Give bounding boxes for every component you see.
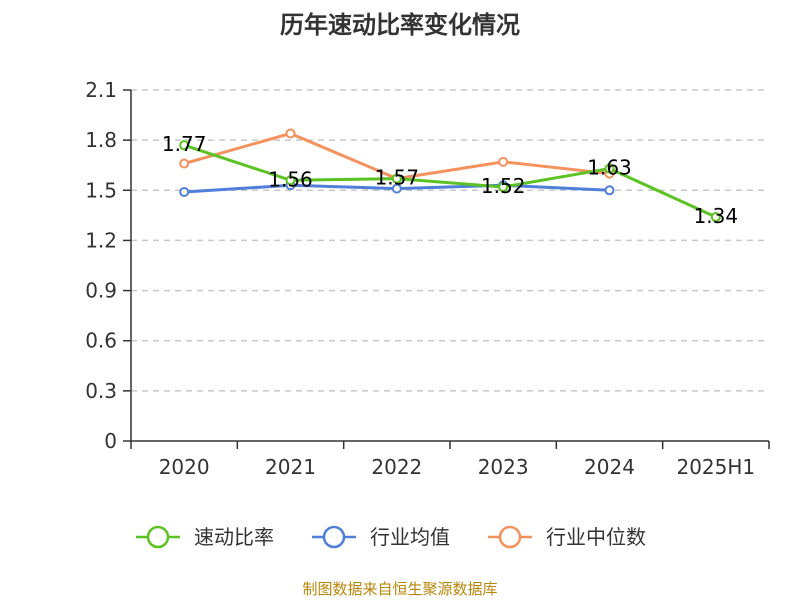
data-label: 1.57 xyxy=(375,166,420,190)
series-lines xyxy=(179,128,721,223)
data-label: 1.63 xyxy=(587,156,632,180)
y-tick-label: 1.2 xyxy=(85,228,117,252)
chart-title: 历年速动比率变化情况 xyxy=(280,11,520,39)
series-point-0 xyxy=(179,140,190,151)
data-labels: 1.77 1.56 1.57 1.52 1.63 1.34 xyxy=(162,132,738,228)
legend-swatch-marker xyxy=(146,525,170,549)
series-point-1 xyxy=(179,186,190,197)
series-point-0 xyxy=(604,163,615,174)
legend: 速动比率 行业均值 行业中位数 xyxy=(136,525,646,549)
series-point-2 xyxy=(179,158,190,169)
series-point-1 xyxy=(604,185,615,196)
y-tick-label: 1.5 xyxy=(85,178,117,202)
legend-label: 行业中位数 xyxy=(546,525,646,549)
x-tick-label: 2020 xyxy=(159,455,210,479)
grid xyxy=(131,89,769,392)
legend-label: 行业均值 xyxy=(370,525,450,549)
legend-swatch-marker xyxy=(322,525,346,549)
y-tick-label: 0.3 xyxy=(85,379,117,403)
x-tick-label: 2022 xyxy=(371,455,422,479)
y-tick-label: 0 xyxy=(104,429,117,453)
series-point-0 xyxy=(498,181,509,192)
y-tick-label: 1.8 xyxy=(85,128,117,152)
legend-label: 速动比率 xyxy=(194,525,274,549)
y-tick-label: 0.9 xyxy=(85,279,117,303)
data-label: 1.34 xyxy=(694,204,739,228)
axes: 0 0.3 0.6 0.9 1.2 1.5 1.8 2.1 2020 2021 2022 2023 20… xyxy=(85,78,770,479)
data-label: 1.77 xyxy=(162,132,207,156)
x-tick-label: 2021 xyxy=(265,455,316,479)
x-tick-label: 2023 xyxy=(478,455,529,479)
series-point-0 xyxy=(391,173,402,184)
series-point-2 xyxy=(285,128,296,139)
y-tick-label: 2.1 xyxy=(85,78,117,102)
data-label: 1.56 xyxy=(268,167,313,191)
series-point-0 xyxy=(710,212,721,223)
series-point-0 xyxy=(285,175,296,186)
source-note: 制图数据来自恒生聚源数据库 xyxy=(302,580,497,598)
x-tick-label: 2025H1 xyxy=(676,455,755,479)
series-line-0 xyxy=(183,143,717,219)
legend-swatch-marker xyxy=(498,525,522,549)
y-tick-label: 0.6 xyxy=(85,329,117,353)
series-point-1 xyxy=(391,183,402,194)
series-point-2 xyxy=(498,156,509,167)
data-label: 1.52 xyxy=(481,174,526,198)
x-tick-label: 2024 xyxy=(584,455,635,479)
